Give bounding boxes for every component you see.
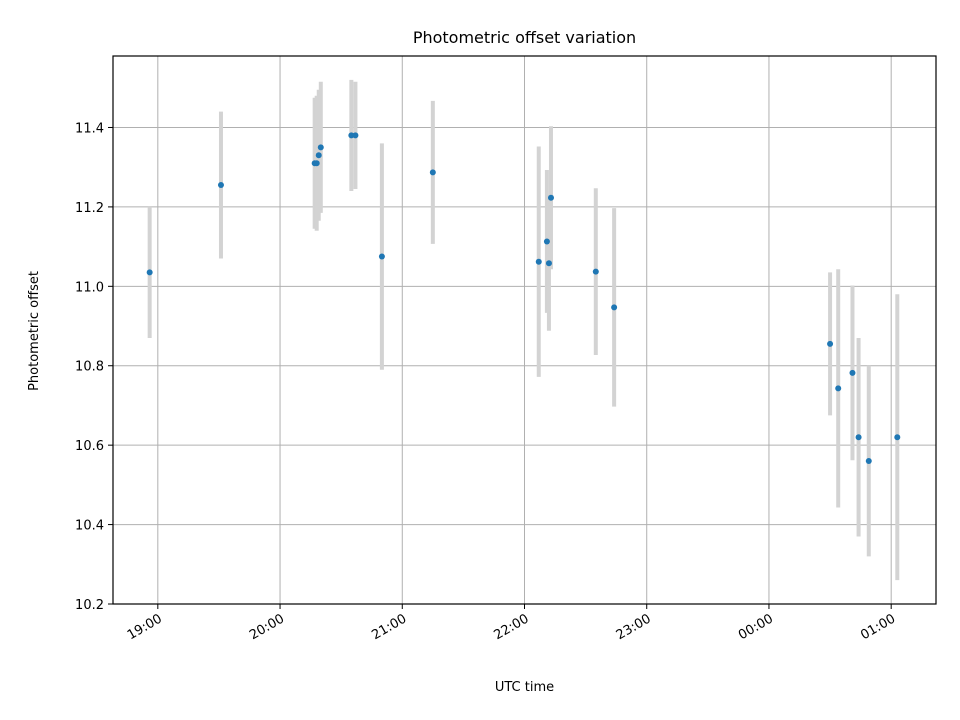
y-axis-label: Photometric offset bbox=[27, 271, 42, 391]
data-point bbox=[855, 434, 862, 441]
y-tick-label: 10.8 bbox=[75, 360, 104, 375]
data-point bbox=[429, 169, 436, 176]
y-tick-label: 10.6 bbox=[75, 439, 104, 454]
data-point bbox=[315, 152, 322, 159]
data-point bbox=[611, 304, 618, 311]
data-point bbox=[543, 238, 550, 245]
data-point bbox=[146, 269, 153, 276]
data-point bbox=[547, 194, 554, 201]
x-axis-label: UTC time bbox=[495, 680, 554, 695]
data-points bbox=[146, 132, 901, 465]
data-point bbox=[378, 253, 385, 260]
data-point bbox=[865, 458, 872, 465]
data-point bbox=[592, 268, 599, 275]
x-axis-ticks: 19:00 20:00 21:00 22:00 23:00 00:00 01:00 bbox=[125, 604, 898, 643]
x-tick-label: 19:00 bbox=[125, 611, 165, 643]
data-point bbox=[849, 369, 856, 376]
y-tick-label: 11.2 bbox=[75, 201, 104, 216]
x-tick-label: 20:00 bbox=[247, 611, 287, 643]
error-bars bbox=[147, 79, 900, 581]
y-tick-label: 11.0 bbox=[75, 280, 104, 295]
data-point bbox=[835, 385, 842, 392]
grid-lines bbox=[113, 56, 936, 605]
y-axis-ticks: 10.2 10.4 10.6 10.8 11.0 11.2 11.4 bbox=[75, 121, 113, 613]
y-tick-label: 11.4 bbox=[75, 121, 104, 136]
data-point bbox=[352, 132, 359, 139]
data-point bbox=[894, 434, 901, 441]
data-point bbox=[535, 258, 542, 265]
data-point bbox=[827, 340, 834, 347]
data-point bbox=[545, 260, 552, 267]
data-point bbox=[317, 144, 324, 151]
x-tick-label: 01:00 bbox=[858, 611, 898, 643]
x-tick-label: 21:00 bbox=[369, 611, 409, 643]
x-tick-label: 23:00 bbox=[614, 611, 654, 643]
y-tick-label: 10.4 bbox=[75, 519, 104, 534]
data-point bbox=[217, 182, 224, 189]
x-tick-label: 22:00 bbox=[492, 611, 532, 643]
data-point bbox=[313, 160, 320, 167]
chart-title: Photometric offset variation bbox=[413, 28, 636, 47]
x-tick-label: 00:00 bbox=[736, 611, 776, 643]
y-tick-label: 10.2 bbox=[75, 598, 104, 613]
